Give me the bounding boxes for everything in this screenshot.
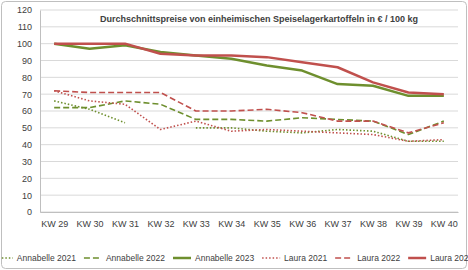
x-tick: KW 34 <box>218 212 245 229</box>
x-tick-label: KW 37 <box>325 219 352 229</box>
y-tick: 70 <box>22 90 40 100</box>
y-tick: 80 <box>22 73 40 83</box>
y-tick-label: 40 <box>22 140 32 150</box>
legend-item: Annabelle 2021 <box>0 253 76 263</box>
chart-frame <box>2 2 467 269</box>
legend-item: Annabelle 2023 <box>173 253 254 263</box>
legend-label: Laura 2022 <box>357 253 400 263</box>
legend-label: Annabelle 2022 <box>106 253 165 263</box>
grid-line <box>40 144 458 145</box>
x-tick: KW 39 <box>395 212 422 229</box>
x-tick-label: KW 29 <box>41 219 68 229</box>
y-axis-line <box>40 11 41 213</box>
legend-swatch <box>408 257 426 260</box>
y-tick: 30 <box>22 157 40 167</box>
x-tick: KW 38 <box>360 212 387 229</box>
y-tick: 40 <box>22 140 40 150</box>
x-axis-line <box>41 212 459 213</box>
legend-item: Laura 2022 <box>335 253 400 263</box>
y-tick: 50 <box>22 123 40 133</box>
legend-swatch <box>335 257 353 259</box>
legend-label: Annabelle 2021 <box>17 253 76 263</box>
y-tick: 20 <box>22 174 40 184</box>
legend-item: Laura 2023 <box>408 253 468 263</box>
y-tick-label: 70 <box>22 90 32 100</box>
y-tick: 120 <box>17 5 40 15</box>
x-tick: KW 35 <box>254 212 281 229</box>
legend-label: Laura 2023 <box>430 253 468 263</box>
grid-line <box>40 161 458 162</box>
x-tick: KW 29 <box>41 212 68 229</box>
legend-label: Laura 2021 <box>284 253 327 263</box>
legend-swatch <box>0 257 13 259</box>
y-tick-label: 10 <box>22 191 32 201</box>
grid-line <box>40 60 458 61</box>
x-tick: KW 37 <box>325 212 352 229</box>
grid-line <box>40 195 458 196</box>
x-tick: KW 40 <box>431 212 458 229</box>
y-tick: 0 <box>27 207 40 217</box>
x-tick-label: KW 31 <box>112 219 139 229</box>
y-tick: 110 <box>18 22 40 32</box>
grid-line <box>40 26 458 27</box>
legend-swatch <box>262 257 280 259</box>
y-tick: 90 <box>22 56 40 66</box>
x-tick-label: KW 39 <box>395 219 422 229</box>
series-line <box>54 101 444 141</box>
x-tick-label: KW 35 <box>254 219 281 229</box>
y-tick-label: 100 <box>17 39 32 49</box>
x-tick-label: KW 36 <box>289 219 316 229</box>
grid-line <box>40 212 458 213</box>
x-axis: KW 29 KW 30 KW 31 KW 32 KW 33 KW 34 KW 35 KW 36… <box>41 212 459 229</box>
series-line <box>54 91 444 142</box>
x-tick: KW 31 <box>112 212 139 229</box>
grid-line <box>40 77 458 78</box>
legend-swatch <box>173 257 191 260</box>
x-tick-label: KW 40 <box>431 219 458 229</box>
chart-title: Durchschnittspreise von einheimischen Sp… <box>100 14 418 24</box>
x-tick-label: KW 30 <box>77 219 104 229</box>
y-tick-label: 0 <box>27 207 32 217</box>
grid-line <box>40 94 458 95</box>
x-tick: KW 30 <box>77 212 104 229</box>
y-tick: 100 <box>17 39 40 49</box>
x-tick: KW 32 <box>147 212 174 229</box>
x-tick-label: KW 34 <box>218 219 245 229</box>
grid-line <box>40 178 458 179</box>
x-tick: KW 33 <box>183 212 210 229</box>
plot-area <box>54 44 444 142</box>
x-tick-label: KW 33 <box>183 219 210 229</box>
y-tick-label: 30 <box>22 157 32 167</box>
series-line <box>54 101 444 135</box>
legend: Annabelle 2021 Annabelle 2022 Annabelle 20… <box>0 253 468 263</box>
x-tick-label: KW 32 <box>147 219 174 229</box>
y-tick-label: 120 <box>17 5 32 15</box>
legend-swatch <box>84 257 102 259</box>
y-tick: 60 <box>22 106 40 116</box>
series-line <box>54 44 444 96</box>
series-line <box>54 44 444 95</box>
x-tick: KW 36 <box>289 212 316 229</box>
y-tick-label: 80 <box>22 73 32 83</box>
grid-line <box>40 10 458 11</box>
y-tick-label: 50 <box>22 123 32 133</box>
chart: 0102030405060708090100110120KW 29KW 30KW… <box>0 0 468 270</box>
series-line <box>54 91 444 133</box>
legend-label: Annabelle 2023 <box>195 253 254 263</box>
legend-item: Laura 2021 <box>262 253 327 263</box>
y-tick-label: 90 <box>22 56 32 66</box>
y-tick-label: 60 <box>22 106 32 116</box>
legend-item: Annabelle 2022 <box>84 253 165 263</box>
y-tick-label: 110 <box>18 22 32 32</box>
x-tick-label: KW 38 <box>360 219 387 229</box>
y-tick-label: 20 <box>22 174 32 184</box>
y-axis: 0 10 20 30 40 50 60 70 80 90 100 110 120 <box>17 5 41 217</box>
grid <box>40 10 458 212</box>
y-tick: 10 <box>22 191 40 201</box>
